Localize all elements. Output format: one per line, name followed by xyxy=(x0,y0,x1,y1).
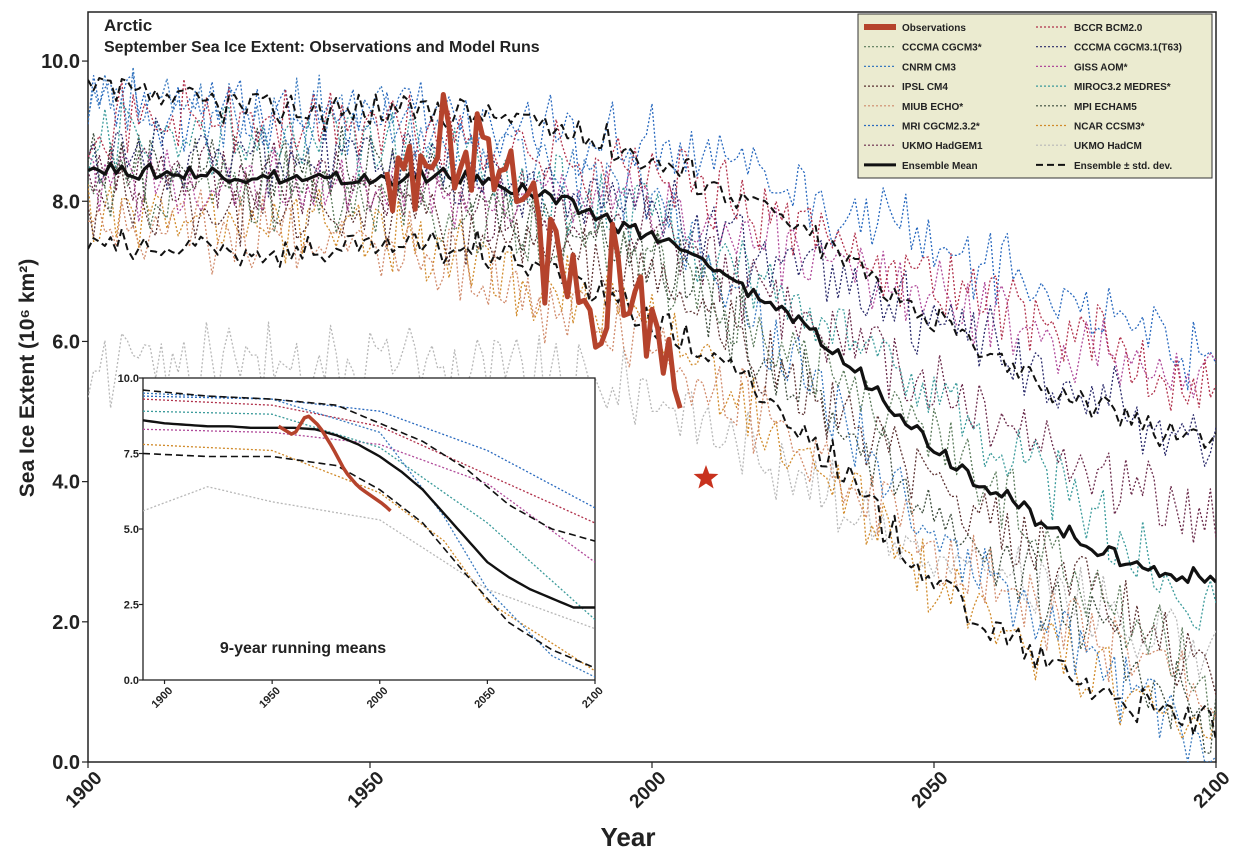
legend-label-giss-aom: GISS AOM* xyxy=(1074,62,1128,73)
main-series-cccma-cgcm3-5 xyxy=(88,148,1216,730)
legend-label-cccma-cgcm3: CCCMA CGCM3* xyxy=(902,43,982,54)
main-x-tick-label-3: 2050 xyxy=(908,768,953,813)
legend: Observations BCCR BCM2.0 CCCMA CGCM3* CCCMA… xyxy=(857,13,1213,179)
x-axis-label: Year xyxy=(601,822,656,852)
legend-label-cnrm-cm3: CNRM CM3 xyxy=(902,62,956,73)
inset-series-ensemble-mean-1 xyxy=(143,419,595,609)
inset-y-tick-label-3: 7.5 xyxy=(124,449,139,461)
inset-y-tick-label-1: 2.5 xyxy=(124,600,139,612)
y-axis-label: Sea Ice Extent (10⁶ km²) xyxy=(16,259,39,497)
main-y-tick-label-4: 8.0 xyxy=(52,191,80,213)
chart-subtitle: September Sea Ice Extent: Observations a… xyxy=(104,39,540,56)
main-series-miub-echo-11 xyxy=(88,189,1216,719)
main-x-tick-label-0: 1900 xyxy=(62,768,107,813)
legend-label-mpi-echam5: MPI ECHAM5 xyxy=(1074,102,1137,113)
main-y-tick-label-3: 6.0 xyxy=(52,331,80,353)
legend-label-ukmo-hadcm: UKMO HadCM xyxy=(1074,141,1142,152)
main-y-tick-label-5: 10.0 xyxy=(41,51,80,73)
main-series-ipsl-cm4-9 xyxy=(88,167,1216,696)
legend-label-mri-cgcm2-3-2: MRI CGCM2.3.2* xyxy=(902,122,980,133)
inset-y-tick-label-4: 10.0 xyxy=(118,373,139,385)
main-series-ensemble-std-dev-3 xyxy=(88,228,1216,741)
legend-label-observations: Observations xyxy=(902,23,966,34)
chart-title: Arctic xyxy=(104,16,152,35)
legend-label-ensemble-std-dev: Ensemble ± std. dev. xyxy=(1074,161,1172,172)
main-x-tick-label-4: 2100 xyxy=(1190,768,1235,813)
main-series-observations-0 xyxy=(384,92,683,409)
inset-title: 9-year running means xyxy=(220,640,386,657)
inset-series-miroc3-2-medres-9 xyxy=(143,410,595,621)
legend-box xyxy=(857,13,1213,179)
legend-label-ensemble-mean: Ensemble Mean xyxy=(902,161,978,172)
inset-series-ensemble-std-dev-2 xyxy=(143,389,595,542)
main-x-tick-label-1: 1950 xyxy=(344,768,389,813)
inset-series-bccr-bcm2-0-5 xyxy=(143,398,595,524)
inset-series-giss-aom-10 xyxy=(143,428,595,563)
legend-label-ukmo-hadgem1: UKMO HadGEM1 xyxy=(902,141,983,152)
legend-label-miub-echo: MIUB ECHO* xyxy=(902,102,963,113)
inset-series-ensemble-std-dev-3 xyxy=(143,452,595,669)
main-y-tick-label-1: 2.0 xyxy=(52,612,80,634)
main-y-tick-label-2: 4.0 xyxy=(52,472,80,494)
inset-y-tick-label-0: 0.0 xyxy=(124,675,139,687)
main-x-tick-label-2: 2000 xyxy=(626,768,671,813)
main-series-bccr-bcm2-0-4 xyxy=(88,78,1216,412)
inset-series-observations-0 xyxy=(277,414,392,513)
legend-label-miroc3-2-medres: MIROC3.2 MEDRES* xyxy=(1074,82,1171,93)
inset-y-tick-label-2: 5.0 xyxy=(124,524,139,536)
inset-series-mri-cgcm2-3-2-6 xyxy=(143,395,595,509)
inset-series-ncar-ccsm3-8 xyxy=(143,443,595,672)
main-series-cnrm-cm3-7 xyxy=(88,66,1216,762)
legend-label-ncar-ccsm3: NCAR CCSM3* xyxy=(1074,122,1145,133)
main-series-ensemble-mean-1 xyxy=(88,161,1216,585)
main-series-mpi-echam5-12 xyxy=(88,124,1216,755)
star-marker-icon xyxy=(693,465,719,489)
legend-label-bccr-bcm2-0: BCCR BCM2.0 xyxy=(1074,23,1143,34)
main-series-mri-cgcm2-3-2-13 xyxy=(88,74,1216,391)
legend-label-cccma-cgcm3-1-t63: CCCMA CGCM3.1(T63) xyxy=(1074,43,1182,54)
inset-series-ukmo-hadcm-7 xyxy=(143,486,595,630)
main-series-ukmo-hadcm-16 xyxy=(88,321,1216,679)
main-series-ensemble-std-dev-2 xyxy=(88,77,1216,449)
main-y-tick-label-0: 0.0 xyxy=(52,752,80,774)
legend-label-ipsl-cm4: IPSL CM4 xyxy=(902,82,948,93)
